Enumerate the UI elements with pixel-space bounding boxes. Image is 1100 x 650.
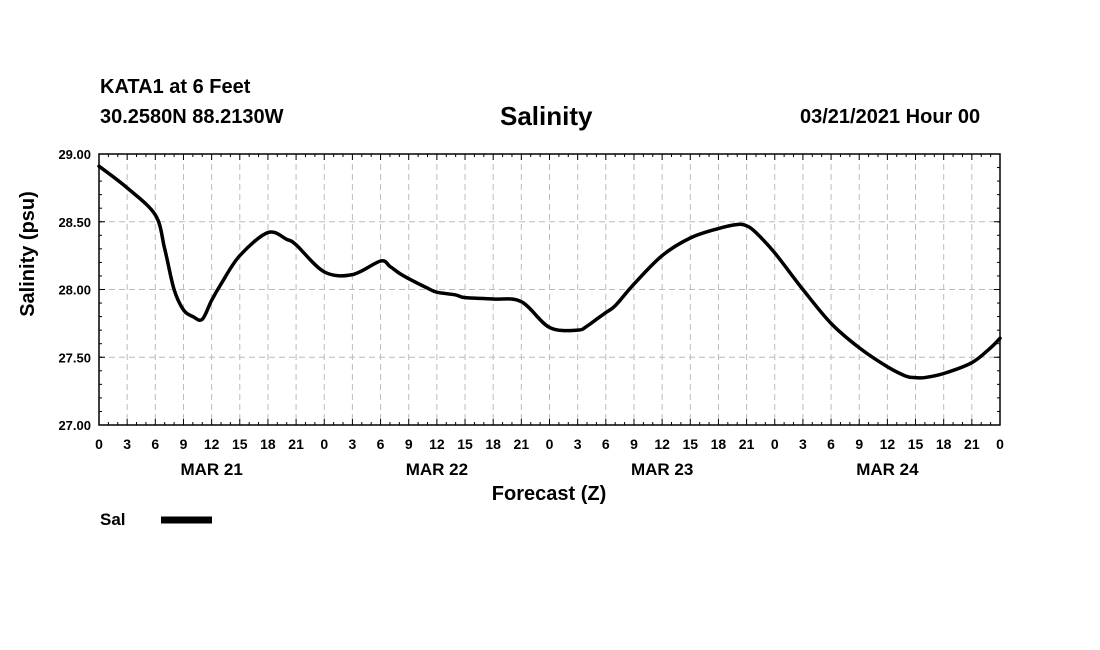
x-tick-label: 21 [739,436,755,452]
y-axis-label: Salinity (psu) [17,191,39,317]
y-tick-label: 28.50 [58,215,91,230]
x-tick-label: 0 [320,436,328,452]
x-tick-label: 15 [457,436,473,452]
x-tick-label: 3 [123,436,131,452]
x-tick-label: 9 [180,436,188,452]
day-labels: MAR 21 MAR 22 MAR 23 MAR 24 [180,460,919,479]
x-tick-label: 18 [711,436,727,452]
day-label: MAR 21 [180,460,242,479]
x-tick-label: 6 [602,436,610,452]
x-tick-label: 18 [260,436,276,452]
salinity-series-line [97,164,1002,380]
plot-frame [98,153,1001,426]
day-label: MAR 22 [406,460,468,479]
x-tick-label: 0 [771,436,779,452]
x-tick-label: 15 [682,436,698,452]
location-label: 30.2580N 88.2130W [100,106,284,128]
x-tick-label: 9 [630,436,638,452]
x-tick-label: 6 [151,436,159,452]
x-axis-label: Forecast (Z) [492,483,606,505]
x-tick-label: 21 [288,436,304,452]
station-label: KATA1 at 6 Feet [100,76,251,98]
x-tick-label: 3 [574,436,582,452]
x-tick-label: 0 [95,436,103,452]
x-tick-label: 0 [546,436,554,452]
y-tick-label: 29.00 [58,147,91,162]
x-tick-label: 0 [996,436,1004,452]
grid-lines [99,154,1000,425]
chart-title: Salinity [500,101,593,131]
x-tick-label: 12 [654,436,670,452]
x-tick-label: 12 [429,436,445,452]
x-tick-label: 21 [514,436,530,452]
x-tick-label: 18 [485,436,501,452]
y-tick-label: 28.00 [58,283,91,298]
x-tick-label: 3 [799,436,807,452]
x-tick-label: 3 [349,436,357,452]
x-tick-label: 9 [855,436,863,452]
y-tick-labels: 27.00 27.50 28.00 28.50 29.00 [58,147,91,433]
y-tick-label: 27.00 [58,418,91,433]
x-tick-label: 15 [908,436,924,452]
legend-label: Sal [100,510,126,529]
x-tick-label: 21 [964,436,980,452]
x-tick-label: 12 [880,436,896,452]
x-tick-label: 9 [405,436,413,452]
x-tick-label: 6 [827,436,835,452]
datetime-label: 03/21/2021 Hour 00 [800,106,981,128]
x-tick-label: 12 [204,436,220,452]
day-label: MAR 24 [856,460,919,479]
day-label: MAR 23 [631,460,693,479]
x-tick-label: 18 [936,436,952,452]
x-tick-label: 6 [377,436,385,452]
x-tick-labels: 0 3 6 9 12 15 18 21 0 3 6 9 12 15 18 21 0 3 6 9 12 15 18 21 0 3 6 9… [95,436,1004,452]
y-tick-label: 27.50 [58,350,91,365]
x-tick-label: 15 [232,436,248,452]
